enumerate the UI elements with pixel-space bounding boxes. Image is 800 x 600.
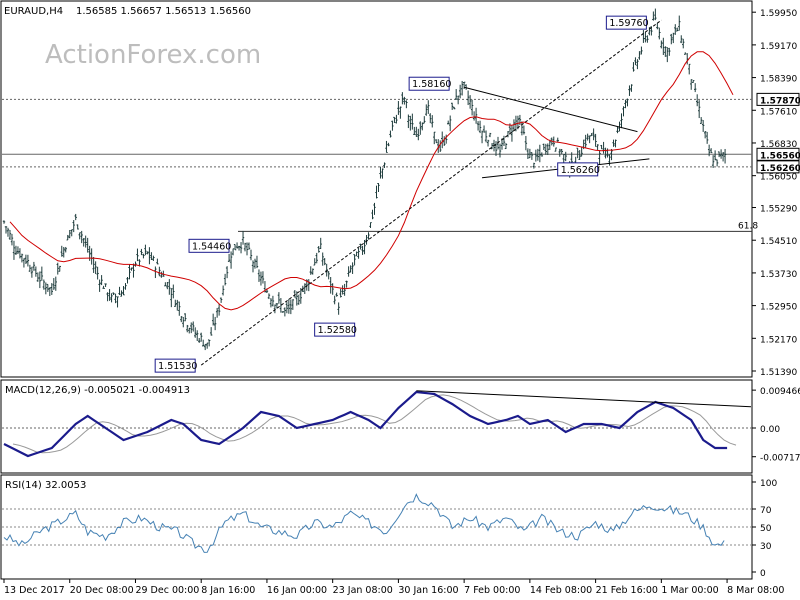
watermark: ActionForex.com [45, 40, 261, 70]
chart-symbol: EURAUD,H4 [4, 6, 63, 17]
moving-average-line [9, 51, 734, 311]
price-annotation-label: 1.54460 [192, 241, 231, 252]
trendline [200, 19, 662, 366]
rsi-y-tick-label: 70 [760, 506, 772, 516]
x-tick-label: 8 Jan 16:00 [201, 585, 255, 596]
x-tick-label: 14 Feb 08:00 [530, 585, 592, 596]
price-y-tick-label: 1.58390 [760, 75, 797, 85]
rsi-y-tick-label: 30 [760, 542, 772, 552]
rsi-line [3, 493, 725, 553]
price-annotation-label: 1.56260 [561, 165, 600, 176]
price-y-tick-label: 1.53730 [760, 270, 797, 280]
price-annotation-box [314, 322, 356, 337]
rsi-series [2, 493, 752, 553]
x-tick-label: 13 Dec 2017 [4, 585, 65, 596]
price-y-tick-label: 1.51390 [760, 368, 797, 378]
chart-ohlc: 1.56585 1.56657 1.56513 1.56560 [76, 6, 251, 17]
macd-y-axis: 0.009466 0.00 -0.007178 [752, 387, 800, 464]
x-tick-label: 29 Dec 00:00 [135, 585, 199, 596]
macd-series [2, 390, 752, 458]
fib-level-label: 61.8 [738, 221, 758, 231]
price-annotation-box [154, 358, 196, 373]
price-y-axis: 1.59950 1.59170 1.58390 1.57610 1.56830 1.560… [752, 9, 800, 378]
price-y-tick-label: 1.59170 [760, 42, 797, 52]
macd-signal-line [12, 394, 737, 454]
x-tick-label: 7 Feb 00:00 [464, 585, 520, 596]
x-tick-label: 21 Feb 16:00 [596, 585, 658, 596]
macd-y-tick-label: -0.007178 [760, 454, 800, 464]
price-y-tick-label: 1.57610 [760, 107, 797, 117]
rsi-panel: RSI(14) 32.0053 [0, 474, 753, 580]
macd-y-tick-label: 0.009466 [760, 387, 800, 397]
price-annotation-label: 1.52580 [318, 325, 357, 336]
x-tick-label: 1 Mar 00:00 [661, 585, 718, 596]
x-tick-label: 30 Jan 16:00 [398, 585, 458, 596]
price-annotation-label: 1.58160 [412, 79, 451, 90]
price-level-tag-label: 1.56560 [760, 151, 800, 161]
price-y-tick-label: 1.55290 [760, 205, 797, 215]
price-y-tick-label: 1.52950 [760, 303, 797, 313]
macd-y-tick-label: 0.00 [760, 425, 780, 435]
price-y-tick-label: 1.52170 [760, 335, 797, 345]
price-annotation-label: 1.59760 [609, 18, 648, 29]
x-tick-label: 8 Mar 08:00 [727, 585, 784, 596]
price-annotation-box [557, 162, 599, 177]
price-level-tag-label: 1.56260 [760, 164, 800, 174]
rsi-y-tick-label: 0 [760, 569, 766, 579]
price-y-tick-label: 1.54510 [760, 237, 797, 247]
macd-title: MACD(12,26,9) -0.005021 -0.004913 [5, 385, 190, 396]
price-level-tag [756, 147, 800, 161]
time-x-axis: 13 Dec 2017 20 Dec 08:00 29 Dec 00:00 8 Jan… [3, 579, 784, 596]
macd-divergence-line [416, 390, 751, 408]
price-level-tag [756, 160, 800, 174]
price-level-tag-label: 1.57870 [760, 96, 800, 106]
rsi-y-tick-label: 100 [760, 479, 777, 489]
macd-line [3, 390, 728, 458]
price-panel: ActionForex.com EURAUD,H4 1.56585 1.5665… [0, 0, 758, 378]
price-level-tag [756, 92, 800, 106]
price-annotation-box [188, 238, 230, 253]
trendline [464, 86, 638, 133]
price-annotation-box [408, 76, 450, 91]
price-panel-frame [0, 0, 753, 378]
price-y-tick-label: 1.59950 [760, 9, 797, 19]
price-series [2, 8, 734, 351]
macd-panel-frame [0, 379, 753, 474]
price-y-tick-label: 1.56830 [760, 140, 797, 150]
macd-panel: MACD(12,26,9) -0.005021 -0.004913 [0, 379, 753, 474]
x-tick-label: 23 Jan 08:00 [333, 585, 393, 596]
price-annotation-box [605, 15, 647, 30]
price-y-tick-label: 1.56050 [760, 173, 797, 183]
rsi-title: RSI(14) 32.0053 [5, 480, 86, 491]
x-tick-label: 16 Jan 00:00 [267, 585, 327, 596]
price-annotation-label: 1.51530 [158, 361, 197, 372]
rsi-y-axis: 100 70 50 30 0 [752, 479, 777, 579]
rsi-y-tick-label: 50 [760, 524, 772, 534]
price-annotations: 1.59760 1.58160 1.56260 1.54460 1.52580 1.515… [154, 15, 649, 373]
x-tick-label: 20 Dec 08:00 [70, 585, 134, 596]
